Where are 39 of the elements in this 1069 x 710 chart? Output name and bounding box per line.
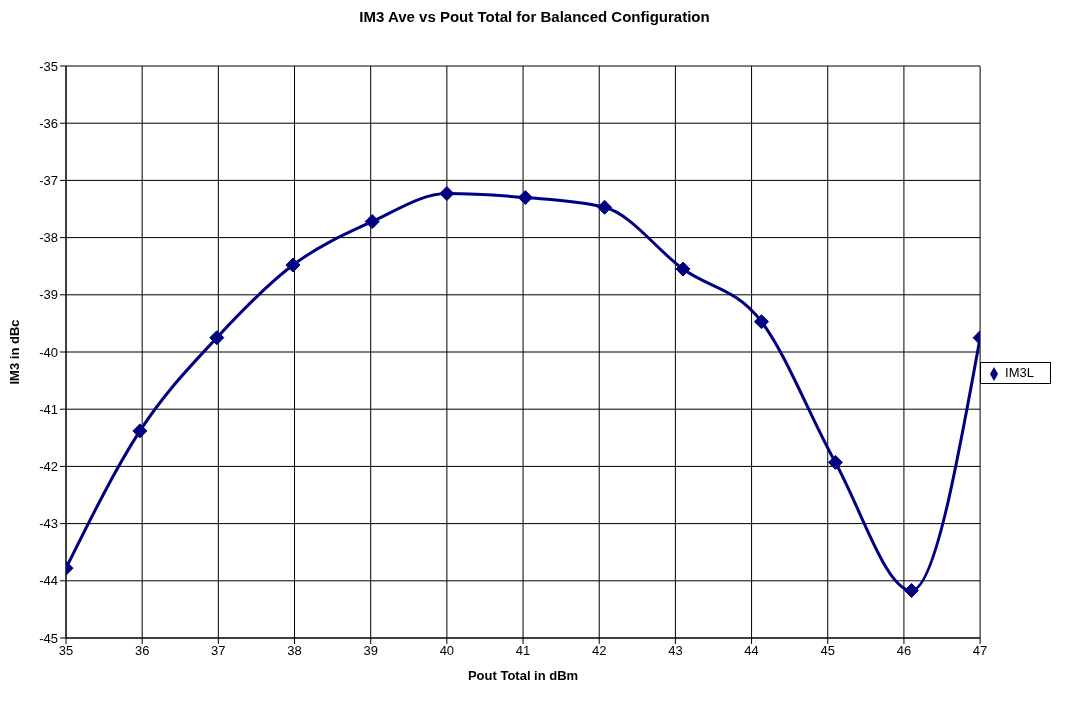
x-tick-label: 42 — [591, 643, 607, 659]
y-tick-label: -36 — [39, 115, 58, 131]
x-tick-label: 35 — [58, 643, 74, 659]
x-tick-label: 40 — [439, 643, 455, 659]
y-tick-label: -43 — [39, 516, 58, 532]
point — [827, 454, 843, 470]
point — [675, 261, 691, 277]
y-tick-label: -42 — [39, 459, 58, 475]
point — [439, 186, 455, 202]
y-tick-label: -44 — [39, 573, 58, 589]
y-tick-label: -39 — [39, 287, 58, 303]
x-tick-label: 47 — [972, 643, 988, 659]
x-tick-label: 46 — [896, 643, 912, 659]
point — [904, 583, 920, 599]
y-tick-label: -41 — [39, 401, 58, 417]
point — [285, 257, 301, 273]
x-axis-title: Pout Total in dBm — [467, 668, 579, 683]
y-tick-label: -35 — [39, 58, 58, 74]
point — [597, 199, 613, 215]
legend-label: IM3L — [1005, 365, 1034, 381]
x-tick-label: 37 — [211, 643, 226, 659]
point — [517, 190, 533, 206]
x-tick-label: 41 — [515, 643, 531, 659]
point — [364, 214, 380, 230]
y-tick-label: -45 — [39, 630, 58, 646]
y-tick-label: -40 — [39, 344, 58, 360]
x-tick-label: 36 — [134, 643, 150, 659]
y-tick-label: -38 — [39, 230, 58, 246]
y-tick-label: -37 — [39, 173, 58, 189]
x-tick-label: 45 — [820, 643, 835, 659]
point — [209, 330, 225, 346]
y-axis-title: IM3 in dBc — [6, 319, 22, 385]
point — [132, 423, 148, 439]
x-tick-label: 43 — [668, 643, 683, 659]
point — [753, 314, 769, 330]
chart-title: IM3 Ave vs Pout Total for Balanced Configuration — [358, 8, 711, 27]
x-tick-label: 38 — [287, 643, 302, 659]
x-tick-label: 44 — [744, 643, 759, 659]
x-tick-label: 39 — [363, 643, 378, 659]
